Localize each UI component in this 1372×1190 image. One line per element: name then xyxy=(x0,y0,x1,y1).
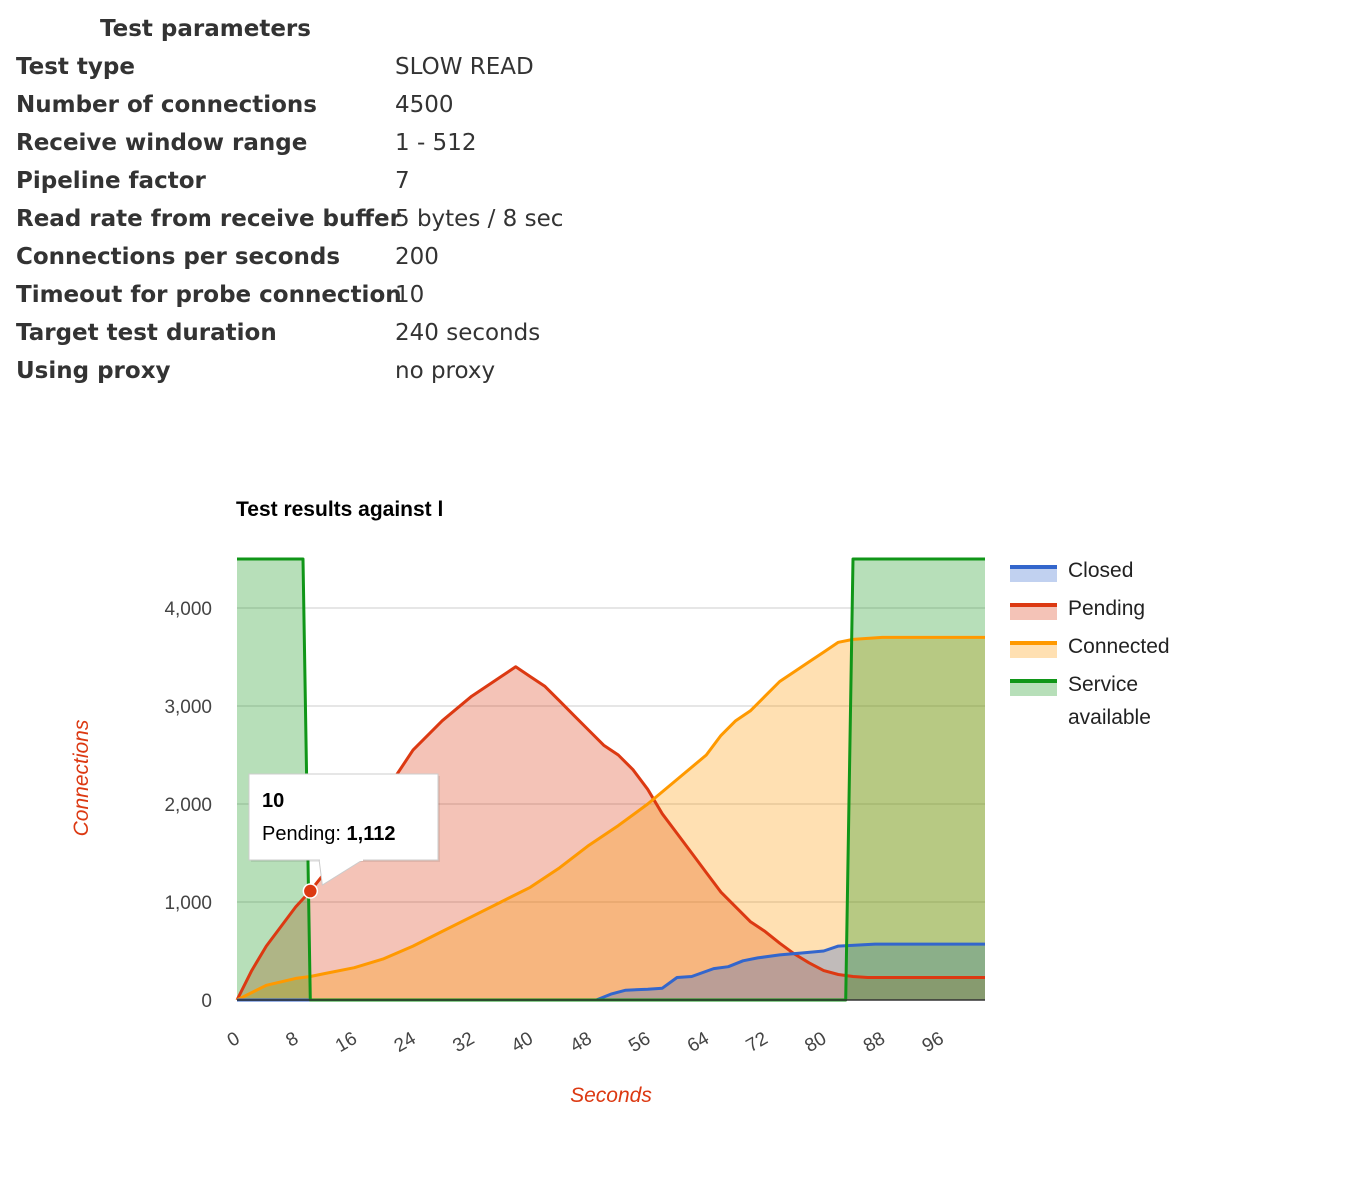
param-key: Pipeline factor xyxy=(16,168,206,194)
tooltip-series-line: Pending: 1,112 xyxy=(262,823,395,845)
param-key: Connections per seconds xyxy=(16,244,341,270)
param-key: Timeout for probe connection xyxy=(16,282,402,308)
y-tick-label: 4,000 xyxy=(164,599,212,620)
param-value: 1 - 512 xyxy=(395,130,477,156)
x-tick-label: 88 xyxy=(860,1028,889,1057)
x-tick-label: 96 xyxy=(919,1028,948,1057)
y-tick-label: 3,000 xyxy=(164,697,212,718)
legend-label: Connected xyxy=(1068,635,1170,658)
x-tick-label: 56 xyxy=(625,1028,654,1057)
legend-swatch xyxy=(1010,567,1057,582)
tooltip-gap xyxy=(320,858,363,861)
closed-area xyxy=(237,944,985,1000)
chart-title: Test results against l xyxy=(236,498,443,521)
legend-swatch xyxy=(1010,681,1057,696)
highlighted-point[interactable] xyxy=(302,883,319,899)
legend-label: Closed xyxy=(1068,559,1133,582)
param-value: 240 seconds xyxy=(395,320,541,346)
param-value: 4500 xyxy=(395,92,454,118)
param-value: 10 xyxy=(395,282,425,308)
legend[interactable]: Closed Pending Connected Service available xyxy=(1010,559,1170,729)
param-key: Number of connections xyxy=(16,92,317,118)
param-value: 200 xyxy=(395,244,439,270)
y-tick-label: 0 xyxy=(201,991,212,1012)
legend-swatch xyxy=(1010,643,1057,658)
param-value: 7 xyxy=(395,168,410,194)
legend-item-closed[interactable]: Closed xyxy=(1010,559,1133,582)
x-tick-label: 32 xyxy=(449,1028,478,1057)
y-axis-label: Connections xyxy=(70,719,93,836)
param-key: Using proxy xyxy=(16,358,171,384)
legend-item-connected[interactable]: Connected xyxy=(1010,635,1170,658)
y-tick-label: 1,000 xyxy=(164,893,212,914)
x-tick-label: 72 xyxy=(743,1028,772,1057)
param-value: SLOW READ xyxy=(395,54,534,80)
x-tick-label: 64 xyxy=(684,1028,713,1057)
x-tick-label: 0 xyxy=(224,1028,244,1051)
tooltip-box xyxy=(248,773,439,861)
connected-line xyxy=(236,635,985,1002)
x-axis-label: Seconds xyxy=(570,1084,652,1107)
param-value: 5 bytes / 8 sec xyxy=(395,206,564,232)
tooltip-x-label: 10 xyxy=(262,790,284,812)
param-key: Test type xyxy=(16,54,135,80)
tooltip: 10 Pending: 1,112 xyxy=(248,773,440,899)
x-tick-label: 48 xyxy=(567,1028,596,1057)
parameters-heading: Test parameters xyxy=(100,16,311,42)
closed-line xyxy=(237,942,985,1002)
param-key: Read rate from receive buffer xyxy=(16,206,401,232)
legend-label: Pending xyxy=(1068,597,1145,620)
y-tick-label: 2,000 xyxy=(164,795,212,816)
results-chart: Test results against l 0 1,000 2,000 3,000 4… xyxy=(70,498,1170,1107)
x-tick-label: 16 xyxy=(332,1028,361,1057)
x-tick-label: 40 xyxy=(508,1028,537,1057)
service-area xyxy=(237,559,985,1000)
x-tick-label: 80 xyxy=(801,1028,830,1057)
x-tick-label: 24 xyxy=(391,1028,420,1057)
legend-swatch xyxy=(1010,605,1057,620)
legend-item-service[interactable]: Service available xyxy=(1010,673,1151,729)
param-key: Target test duration xyxy=(16,320,277,346)
param-value: no proxy xyxy=(395,358,496,384)
pending-area xyxy=(237,666,985,1000)
x-tick-label: 8 xyxy=(283,1028,303,1051)
connected-area xyxy=(237,637,985,1000)
plot-areas xyxy=(237,559,985,1000)
param-key: Receive window range xyxy=(16,130,308,156)
legend-item-pending[interactable]: Pending xyxy=(1010,597,1145,620)
legend-label: available xyxy=(1068,706,1151,729)
legend-label: Service xyxy=(1068,673,1138,696)
